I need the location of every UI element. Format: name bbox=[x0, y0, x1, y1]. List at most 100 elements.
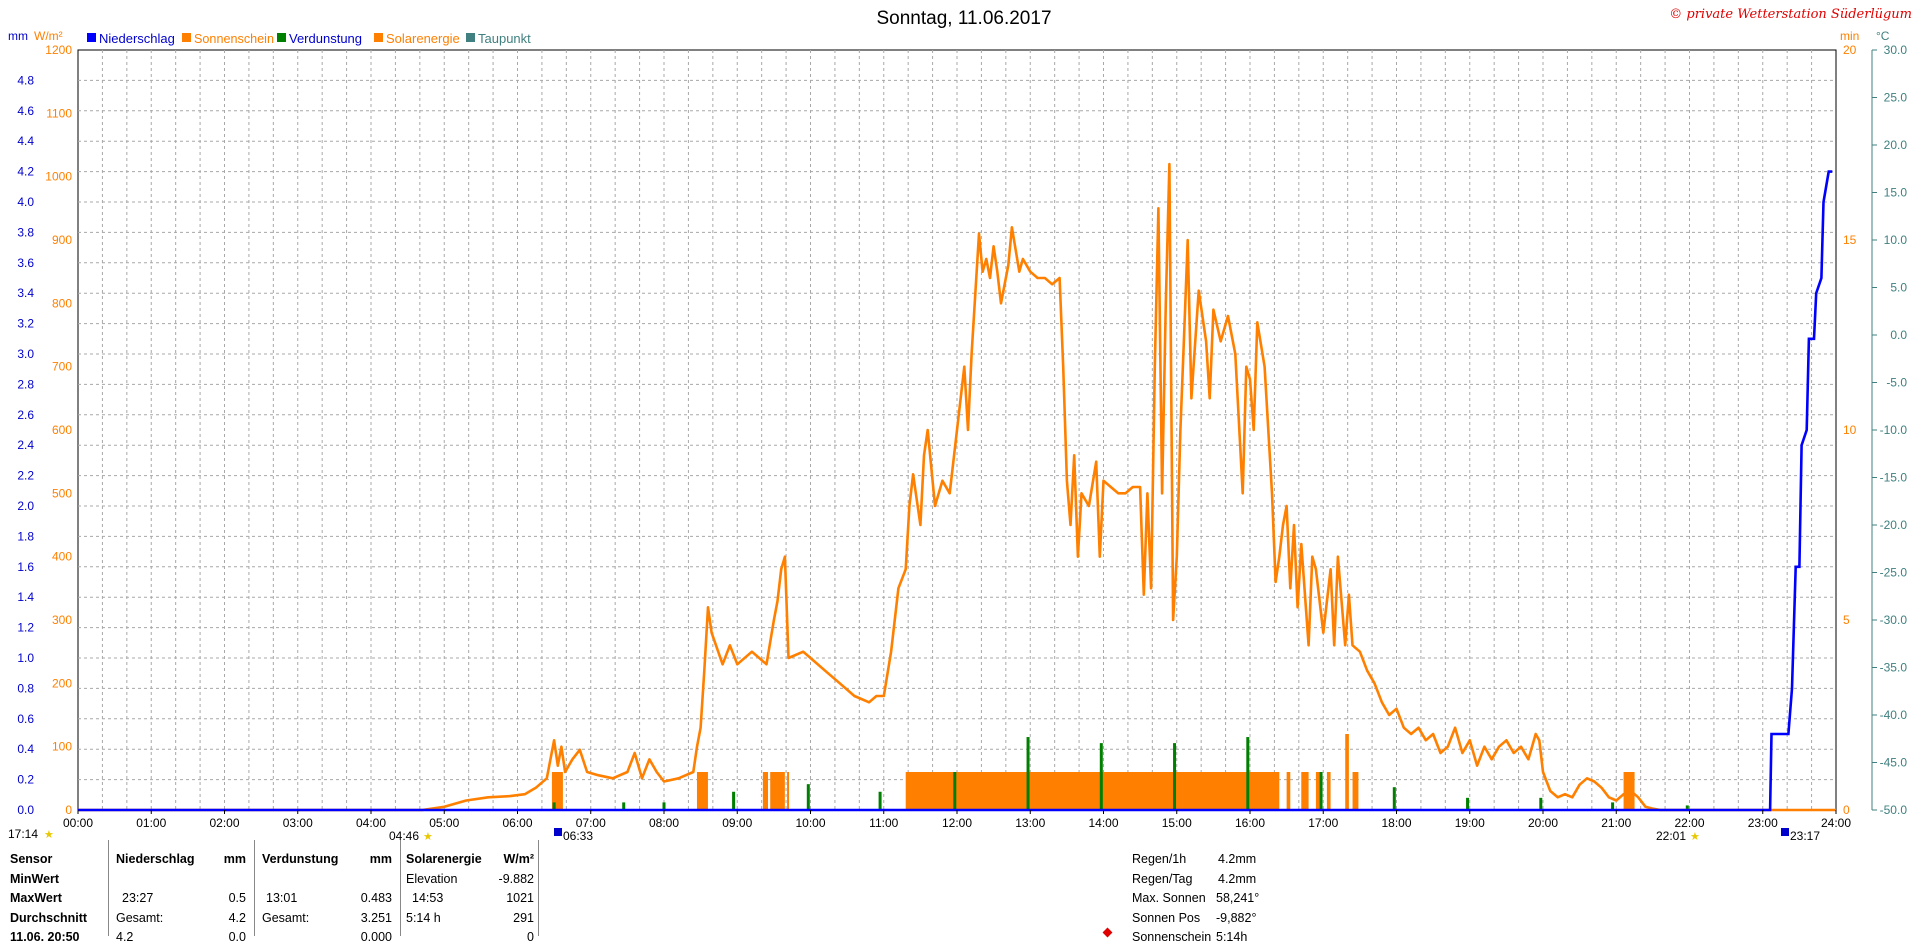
x-tick-label: 19:00 bbox=[1455, 816, 1485, 830]
verdunstung-bar bbox=[622, 802, 626, 810]
legend-swatch-solarenergie bbox=[374, 33, 383, 42]
y-tick-label-mm: 2.4 bbox=[17, 438, 34, 452]
stats-solar-dur-value: 291 bbox=[513, 910, 534, 925]
niederschlag-line bbox=[78, 170, 1833, 812]
y-tick-label-wm2: 0 bbox=[65, 803, 72, 817]
verdunstung-bar bbox=[1319, 772, 1323, 810]
x-tick-label: 05:00 bbox=[429, 816, 459, 830]
x-tick-label: 00:00 bbox=[63, 816, 93, 830]
unit-min-right: min bbox=[1840, 29, 1859, 43]
right-stat-value: 4.2mm bbox=[1218, 852, 1257, 866]
stats-solar-dur-label: 5:14 h bbox=[406, 910, 441, 925]
legend-label-taupunkt: Taupunkt bbox=[478, 31, 531, 46]
verdunstung-bar bbox=[1539, 797, 1543, 810]
stats-header-verdunstung: Verdunstung mm bbox=[262, 850, 392, 870]
sunset-icon: ★ bbox=[1690, 831, 1700, 843]
right-stat-row: Sonnen Pos -9,882° bbox=[1132, 909, 1282, 929]
moonrise-time-label: 23:17 bbox=[1790, 829, 1820, 843]
stats-verdunstung-max-time: 13:01 bbox=[266, 891, 298, 905]
right-stat-row: Max. Sonnen 58,241° bbox=[1132, 889, 1282, 909]
grid bbox=[78, 50, 1836, 810]
x-tick-label: 20:00 bbox=[1528, 816, 1558, 830]
legend-label-sonnenschein: Sonnenschein bbox=[194, 31, 274, 46]
y-tick-label-mm: 1.6 bbox=[17, 560, 34, 574]
y-tick-label-mm: 4.8 bbox=[17, 73, 34, 87]
verdunstung-bar bbox=[806, 784, 810, 810]
verdunstung-bar bbox=[732, 791, 736, 810]
right-stat-value: -9,882° bbox=[1216, 910, 1257, 925]
stats-verdunstung-extra: 0.000 bbox=[262, 928, 392, 948]
verdunstung-bar bbox=[1173, 743, 1177, 810]
stats-niederschlag-min bbox=[116, 870, 246, 890]
moonrise-icon bbox=[1781, 828, 1789, 836]
y-tick-label-mm: 3.8 bbox=[17, 225, 34, 239]
right-stat-label: Sonnenschein bbox=[1132, 930, 1212, 944]
y-tick-label-mm: 1.8 bbox=[17, 529, 34, 543]
y-tick-label-mm: 4.4 bbox=[17, 134, 34, 148]
right-stat-value: 4.2mm bbox=[1218, 871, 1257, 886]
legend-label-niederschlag: Niederschlag bbox=[99, 31, 175, 46]
right-stat-value: 58,241° bbox=[1216, 891, 1260, 905]
right-stat-row: Sonnenschein 5:14h bbox=[1132, 928, 1282, 948]
y-tick-label-mm: 4.0 bbox=[17, 195, 34, 209]
verdunstung-bar bbox=[1466, 797, 1470, 810]
unit-wm2-left: W/m² bbox=[34, 29, 63, 43]
chart-title: Sonntag, 11.06.2017 bbox=[876, 8, 1051, 29]
x-tick-label: 01:00 bbox=[136, 816, 166, 830]
legend-swatch-sonnenschein bbox=[182, 33, 191, 42]
sonnenschein-bar bbox=[770, 772, 785, 810]
stats-verdunstung-max: 13:01 0.483 bbox=[262, 889, 392, 909]
sonnenschein-bar bbox=[957, 772, 1280, 810]
x-tick-label: 22:00 bbox=[1674, 816, 1704, 830]
x-tick-label: 12:00 bbox=[942, 816, 972, 830]
y-tick-label-mm: 0.4 bbox=[17, 742, 34, 756]
y-tick-label-mm: 1.4 bbox=[17, 590, 34, 604]
y-tick-label-mm: 2.6 bbox=[17, 408, 34, 422]
stats-header-verdunstung-unit: mm bbox=[369, 852, 392, 866]
solarenergie-line bbox=[78, 162, 1836, 812]
stats-verdunstung-extra-b: 0.000 bbox=[360, 930, 392, 944]
y-tick-label-wm2: 300 bbox=[52, 613, 72, 627]
x-tick-label: 15:00 bbox=[1162, 816, 1192, 830]
sonnenschein-bar bbox=[1352, 772, 1359, 810]
sunset-time-label: 22:01 bbox=[1656, 829, 1686, 843]
verdunstung-bar bbox=[1392, 787, 1396, 810]
x-tick-label: 23:00 bbox=[1748, 816, 1778, 830]
stats-solar-extra: 0 bbox=[406, 928, 534, 948]
y-tick-label-temp: -30.0 bbox=[1880, 613, 1908, 627]
stats-solar-max: 14:53 1021 bbox=[406, 889, 534, 909]
legend: Niederschlag Sonnenschein Verdunstung So… bbox=[87, 31, 531, 46]
y-tick-label-temp: 30.0 bbox=[1884, 43, 1908, 57]
stats-row-labels: Sensor MinWert MaxWert Durchschnitt 11.0… bbox=[10, 850, 106, 948]
x-tick-label: 16:00 bbox=[1235, 816, 1265, 830]
sonnenschein-bar bbox=[1301, 772, 1309, 810]
stats-verdunstung-total-value: 3.251 bbox=[360, 910, 392, 925]
verdunstung-bar bbox=[1026, 737, 1030, 810]
stats-divider-2 bbox=[254, 840, 255, 936]
x-tick-label: 04:00 bbox=[356, 816, 386, 830]
weather-chart: 00:00 01:00 02:00 03:00 04:00 05:00 06:00 07:00… bbox=[8, 7, 1912, 843]
stats-solar-min-label: Elevation bbox=[406, 871, 458, 886]
stats-niederschlag-extra-b: 0.0 bbox=[228, 930, 246, 944]
y-tick-label-temp: 5.0 bbox=[1890, 281, 1907, 295]
x-tick-label: 09:00 bbox=[722, 816, 752, 830]
y-tick-label-wm2: 1200 bbox=[45, 43, 72, 57]
right-stat-label: Max. Sonnen bbox=[1132, 891, 1206, 905]
sonnenschein-series bbox=[551, 734, 1635, 810]
y-tick-label-temp: -40.0 bbox=[1880, 708, 1908, 722]
y-tick-label-mm: 3.2 bbox=[17, 317, 34, 331]
moonset-icon bbox=[554, 828, 562, 836]
verdunstung-bar bbox=[1246, 737, 1250, 810]
y-tick-label-temp: 15.0 bbox=[1884, 186, 1908, 200]
stats-label-max: MaxWert bbox=[10, 891, 62, 905]
astro-marks: 17:14 ★ 04:46 ★ 06:33 22:01 ★ 23:17 bbox=[8, 827, 1820, 843]
y-tick-label-temp: 10.0 bbox=[1884, 233, 1908, 247]
y-tick-label-mm: 0.2 bbox=[17, 773, 34, 787]
right-stats: Regen/1h 4.2mm Regen/Tag 4.2mm Max. Sonnen… bbox=[1132, 850, 1282, 948]
x-tick-label: 07:00 bbox=[576, 816, 606, 830]
legend-swatch-taupunkt bbox=[466, 33, 475, 42]
verdunstung-bar bbox=[662, 802, 666, 810]
stats-verdunstung-min bbox=[262, 870, 392, 890]
stats-header-niederschlag: Niederschlag mm bbox=[116, 850, 246, 870]
stats-verdunstung-max-value: 0.483 bbox=[360, 891, 392, 905]
